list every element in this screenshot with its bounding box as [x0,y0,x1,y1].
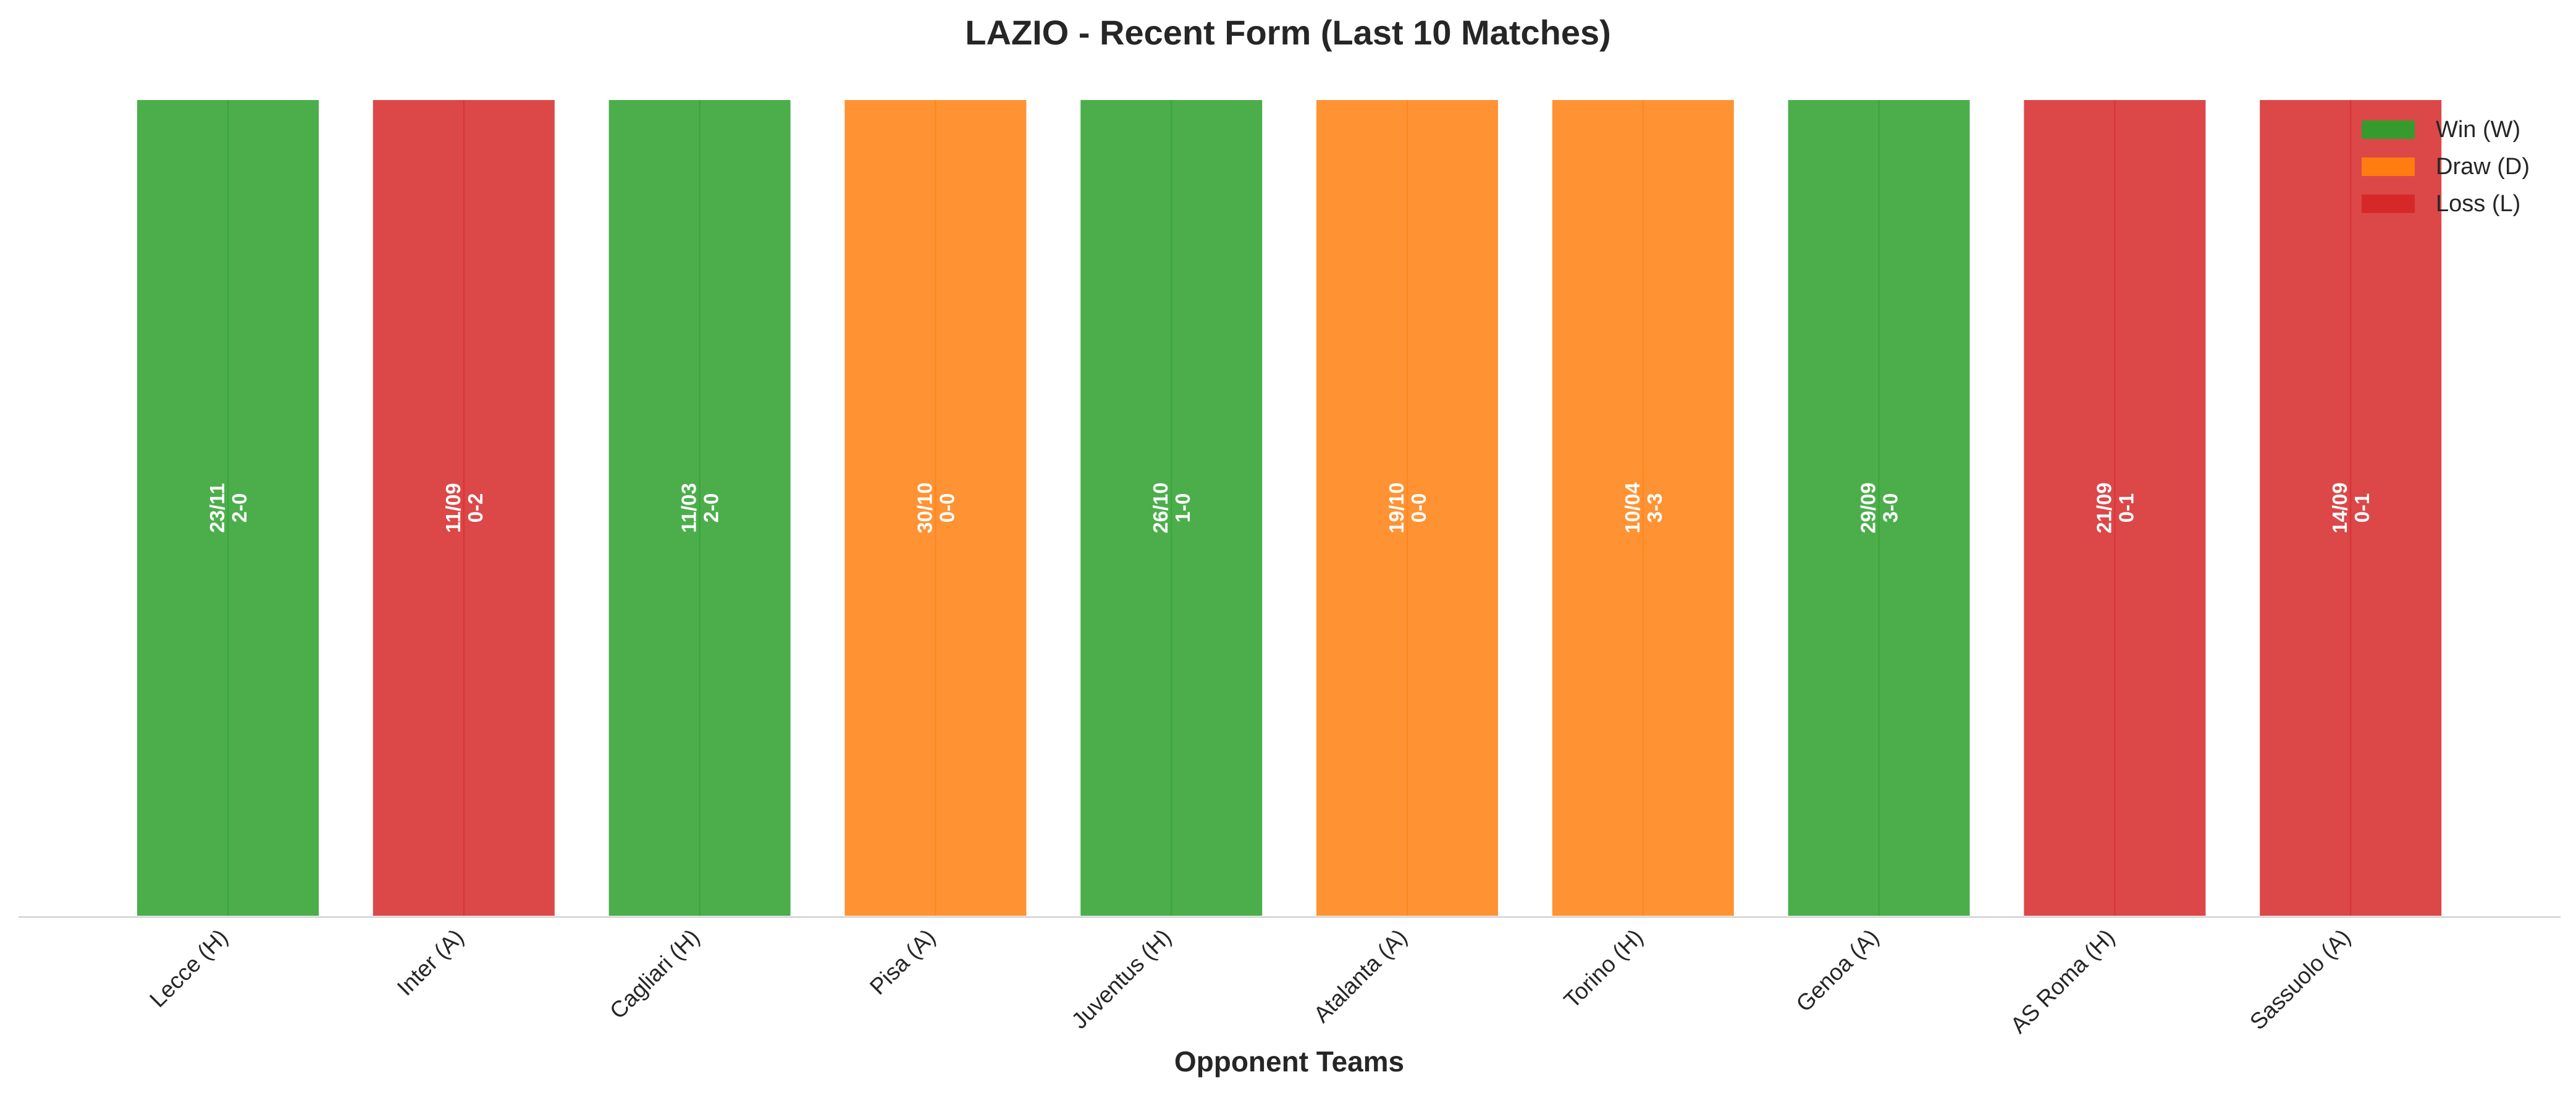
bar-data-label: 26/101-0 [1149,482,1194,534]
bar-date-label: 19/10 [1385,482,1408,534]
bar-score-label: 0-0 [1407,493,1430,523]
bar-date-label: 11/09 [442,483,465,533]
bar-date-label: 26/10 [1149,482,1172,534]
legend-swatch-w [2362,120,2415,139]
bar-data-label: 21/090-1 [2092,482,2137,534]
bar-data-label: 19/100-0 [1385,482,1430,534]
bar-data-label: 23/112-0 [206,483,251,533]
bar-score-label: 3-3 [1643,493,1666,523]
legend-swatch-l [2362,195,2415,213]
bar-date-label: 30/10 [913,482,936,534]
bar-data-label: 29/093-0 [1857,482,1902,534]
x-tick-label: Atalanta (A) [1309,924,1412,1028]
bar-date-label: 11/03 [678,483,701,533]
x-tick-label: AS Roma (H) [2006,924,2120,1039]
x-tick-label: Cagliari (H) [605,924,704,1024]
x-tick-label: Lecce (H) [145,924,232,1012]
bar-date-label: 29/09 [1857,482,1880,534]
bar-score-label: 0-0 [935,493,958,523]
x-tick-labels: Lecce (H) Inter (A) Cagliari (H) Pisa (A) Ju… [145,924,2355,1039]
x-tick-label: Inter (A) [392,924,468,1000]
bar-data-label: 11/032-0 [678,483,723,533]
bar-data-label: 11/090-2 [442,483,487,533]
x-tick-label: Sassuolo (A) [2245,924,2355,1035]
x-tick-label: Pisa (A) [865,924,940,1000]
bar-date-label: 21/09 [2092,482,2115,534]
legend-swatch-d [2362,157,2415,176]
bars-layer: 23/112-0 11/090-2 11/032-0 30/100-0 26/101-0… [135,98,2444,918]
bar-score-label: 0-2 [464,493,487,523]
chart-title: LAZIO - Recent Form (Last 10 Matches) [965,13,1611,52]
x-tick-label: Torino (H) [1559,924,1648,1013]
legend: Win (W) Draw (D) Loss (L) [2362,117,2530,217]
bar-score-label: 3-0 [1879,493,1902,523]
x-axis-label: Opponent Teams [1174,1045,1404,1078]
bar-date-label: 14/09 [2328,482,2351,534]
legend-label-w: Win (W) [2436,117,2520,143]
bar-score-label: 1-0 [1171,493,1194,523]
bar-data-label: 10/043-3 [1621,482,1666,534]
bar-score-label: 2-0 [700,493,723,523]
x-tick-label: Juventus (H) [1067,924,1176,1034]
bar-score-label: 0-1 [2351,493,2373,523]
bar-date-label: 23/11 [206,483,229,533]
bar-date-label: 10/04 [1621,482,1644,534]
bar-data-label: 14/090-1 [2328,482,2373,534]
bar-score-label: 2-0 [228,493,251,523]
legend-label-l: Loss (L) [2436,191,2520,217]
legend-label-d: Draw (D) [2436,154,2530,180]
x-tick-label: Genoa (A) [1791,924,1884,1017]
bar-data-label: 30/100-0 [913,482,958,534]
bar-score-label: 0-1 [2115,493,2137,523]
